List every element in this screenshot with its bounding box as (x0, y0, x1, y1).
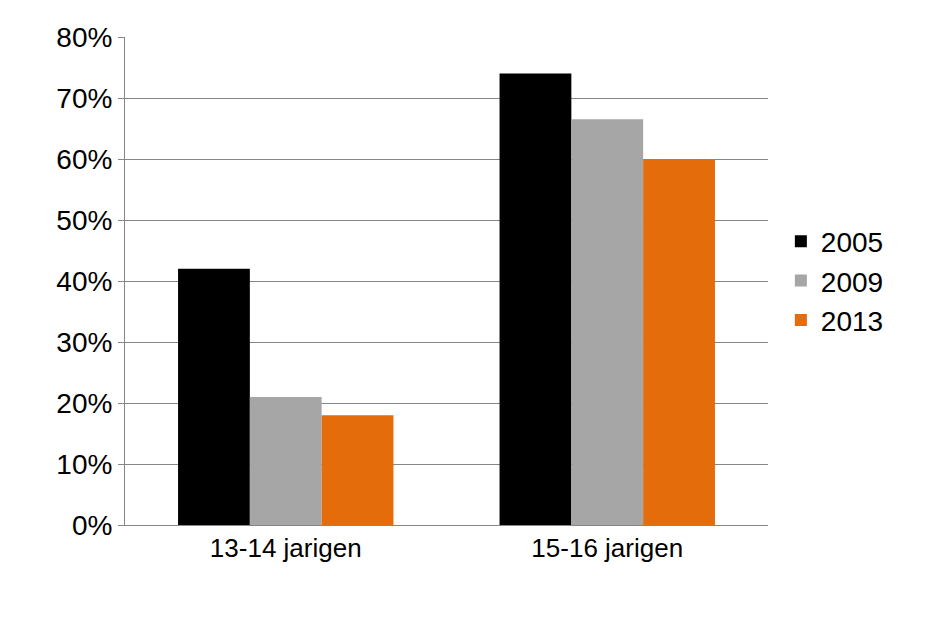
svg-text:10%: 10% (56, 449, 112, 480)
svg-text:30%: 30% (56, 327, 112, 358)
svg-text:2013: 2013 (821, 306, 883, 337)
svg-text:40%: 40% (56, 266, 112, 297)
svg-text:2009: 2009 (821, 267, 883, 298)
svg-text:0%: 0% (72, 510, 112, 541)
svg-text:50%: 50% (56, 205, 112, 236)
svg-text:20%: 20% (56, 388, 112, 419)
svg-text:60%: 60% (56, 144, 112, 175)
svg-text:15-16 jarigen: 15-16 jarigen (531, 533, 683, 563)
svg-text:2005: 2005 (821, 227, 883, 258)
svg-text:80%: 80% (56, 22, 112, 53)
svg-text:70%: 70% (56, 83, 112, 114)
svg-text:13-14 jarigen: 13-14 jarigen (210, 533, 362, 563)
